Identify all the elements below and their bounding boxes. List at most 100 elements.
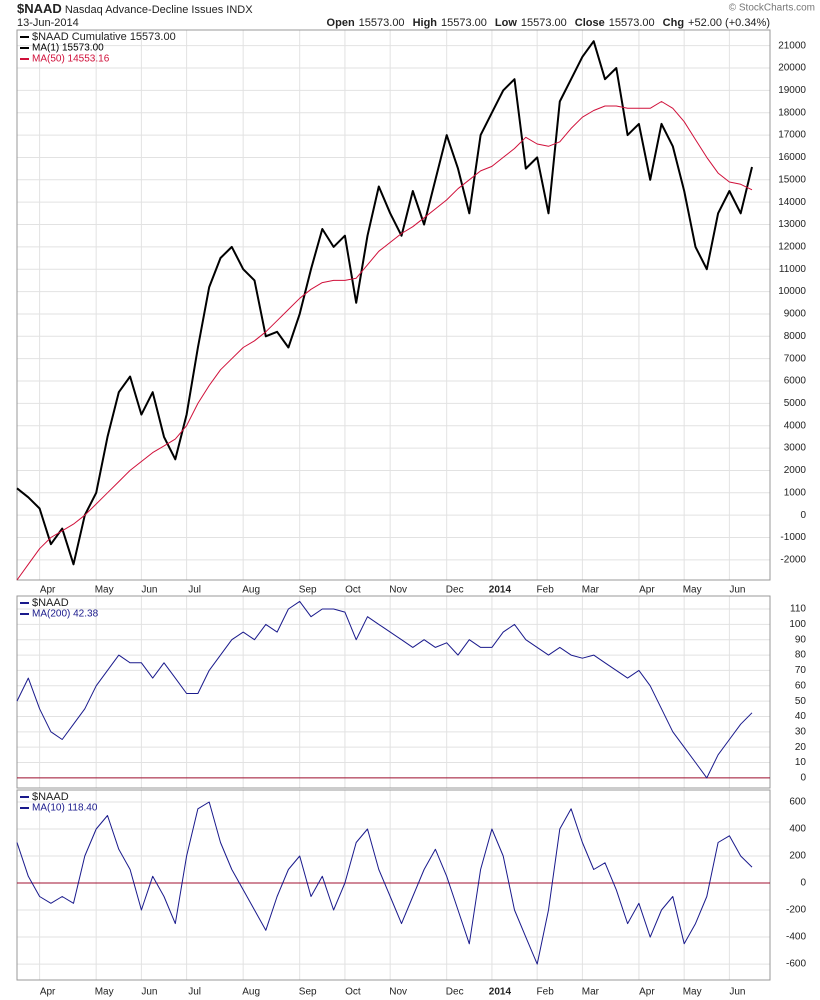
x-tick-label: Mar: [582, 585, 600, 596]
y-tick-label: 0: [800, 510, 806, 521]
y-tick-label: 200: [789, 851, 806, 862]
quote-value: 15573.00: [359, 17, 405, 29]
y-tick-label: 400: [789, 824, 806, 835]
x-tick-label: Nov: [389, 987, 407, 998]
x-tick-label: Sep: [299, 987, 317, 998]
y-tick-label: 12000: [778, 242, 806, 253]
quote-label: Chg: [663, 17, 684, 29]
y-tick-label: 21000: [778, 40, 806, 51]
x-tick-label: Mar: [582, 987, 600, 998]
chart-header: $NAAD Nasdaq Advance-Decline Issues INDX: [17, 1, 253, 16]
chart-date: 13-Jun-2014: [17, 17, 79, 29]
y-tick-label: -600: [786, 959, 806, 970]
series-line: [16, 40, 753, 566]
quote-value: 15573.00: [441, 17, 487, 29]
y-tick-label: 100: [789, 619, 806, 630]
y-tick-label: 4000: [784, 420, 807, 431]
quote: Open 15573.00 High 15573.00 Low 15573.00 Close…: [327, 17, 770, 29]
legend-title: $NAAD Cumulative 15573.00: [32, 31, 176, 43]
x-tick-label: 2014: [489, 585, 512, 596]
legend-title: $NAAD: [32, 791, 69, 803]
x-tick-label: May: [95, 987, 114, 998]
x-tick-label: May: [683, 987, 702, 998]
y-tick-label: 40: [795, 711, 807, 722]
y-tick-label: 14000: [778, 197, 806, 208]
series-line: [16, 801, 753, 965]
y-tick-label: 3000: [784, 443, 807, 454]
source: © StockCharts.com: [729, 3, 815, 14]
y-tick-label: 8000: [784, 331, 807, 342]
x-tick-label: Dec: [446, 987, 464, 998]
chart-title: $NAAD: [17, 1, 62, 16]
x-tick-label: Jun: [141, 987, 157, 998]
x-tick-label: Feb: [537, 585, 555, 596]
y-tick-label: 13000: [778, 219, 806, 230]
legend-label: MA(1) 15573.00: [32, 43, 104, 54]
x-tick-label: Oct: [345, 585, 361, 596]
y-tick-label: 6000: [784, 376, 807, 387]
x-tick-label: Aug: [242, 987, 260, 998]
x-tick-label: Feb: [537, 987, 555, 998]
x-tick-label: Oct: [345, 987, 361, 998]
quote-value: +52.00 (+0.34%): [688, 17, 770, 29]
y-tick-label: 0: [800, 878, 806, 889]
x-tick-label: Aug: [242, 585, 260, 596]
y-tick-label: 10000: [778, 286, 806, 297]
y-tick-label: 50: [795, 696, 807, 707]
y-tick-label: 10: [795, 757, 807, 768]
quote-label: Low: [495, 17, 517, 29]
y-tick-label: 15000: [778, 174, 806, 185]
x-tick-label: May: [95, 585, 114, 596]
y-tick-label: 110: [790, 604, 806, 615]
chart-subtitle: Nasdaq Advance-Decline Issues INDX: [65, 4, 253, 16]
x-tick-label: Jun: [141, 585, 157, 596]
y-tick-label: 30: [795, 726, 807, 737]
legend-label: MA(50) 14553.16: [32, 54, 110, 65]
x-tick-label: May: [683, 585, 702, 596]
x-tick-label: Dec: [446, 585, 464, 596]
y-tick-label: -1000: [780, 532, 806, 543]
series-line: [16, 101, 753, 581]
legend-label: MA(10) 118.40: [32, 803, 98, 814]
y-tick-label: -200: [786, 905, 806, 916]
quote-label: Open: [327, 17, 355, 29]
quote-label: High: [413, 17, 438, 29]
panel-frame: [16, 29, 771, 581]
x-tick-label: Apr: [639, 585, 655, 596]
y-tick-label: 70: [795, 665, 807, 676]
y-tick-label: 80: [795, 650, 807, 661]
x-tick-label: Jun: [729, 585, 745, 596]
y-tick-label: 0: [800, 773, 806, 784]
y-tick-label: 1000: [784, 487, 807, 498]
series-line: [16, 600, 753, 779]
panel-frame: [16, 789, 771, 981]
quote-value: 15573.00: [521, 17, 567, 29]
y-tick-label: -2000: [780, 555, 806, 566]
y-tick-label: 5000: [784, 398, 807, 409]
y-tick-label: 9000: [784, 309, 807, 320]
legend-label: MA(200) 42.38: [32, 609, 99, 620]
x-tick-label: 2014: [489, 987, 512, 998]
y-tick-label: 18000: [778, 107, 806, 118]
y-tick-label: 2000: [784, 465, 807, 476]
y-tick-label: 16000: [778, 152, 806, 163]
x-tick-label: Apr: [40, 987, 56, 998]
quote-label: Close: [575, 17, 605, 29]
y-tick-label: 20: [795, 742, 807, 753]
quote-value: 15573.00: [609, 17, 655, 29]
x-tick-label: Jun: [729, 987, 745, 998]
y-tick-label: 7000: [784, 353, 807, 364]
y-tick-label: 600: [789, 797, 806, 808]
y-tick-label: 19000: [778, 85, 806, 96]
x-tick-label: Apr: [40, 585, 56, 596]
legend-title: $NAAD: [32, 597, 69, 609]
x-tick-label: Nov: [389, 585, 407, 596]
y-tick-label: -400: [786, 932, 806, 943]
x-tick-label: Sep: [299, 585, 317, 596]
panel-frame: [16, 595, 771, 789]
y-tick-label: 17000: [778, 130, 806, 141]
y-tick-label: 11000: [779, 264, 807, 275]
y-tick-label: 90: [795, 634, 807, 645]
y-tick-label: 20000: [778, 63, 806, 74]
